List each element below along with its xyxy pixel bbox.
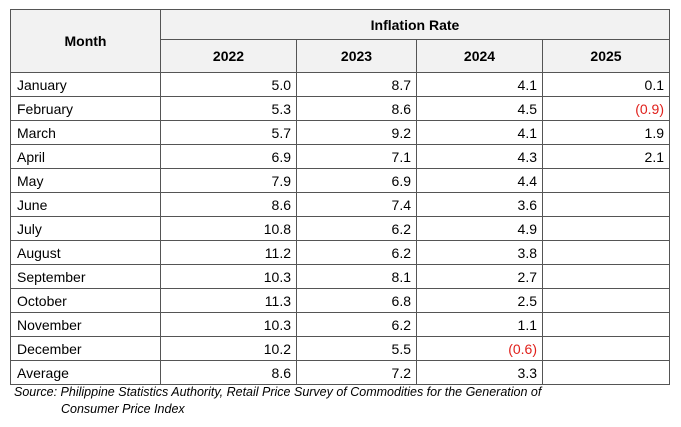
row-label: July — [10, 216, 161, 241]
table-row: November 10.3 6.2 1.1 — [10, 312, 670, 337]
value-cell: 8.6 — [160, 360, 297, 385]
value-cell: 3.6 — [416, 192, 543, 217]
source-line-2: Consumer Price Index — [61, 402, 185, 416]
value-cell: 11.2 — [160, 240, 297, 265]
value-cell — [542, 240, 670, 265]
value-cell: 5.5 — [296, 336, 417, 361]
value-cell: (0.9) — [542, 96, 670, 121]
row-label: August — [10, 240, 161, 265]
value-cell: 6.9 — [296, 168, 417, 193]
value-cell: 4.1 — [416, 120, 543, 145]
value-cell: 8.6 — [296, 96, 417, 121]
value-cell: 7.9 — [160, 168, 297, 193]
value-cell: 11.3 — [160, 288, 297, 313]
table-row: Average 8.6 7.2 3.3 — [10, 360, 670, 385]
value-cell — [542, 312, 670, 337]
value-cell — [542, 288, 670, 313]
table-row: January 5.0 8.7 4.1 0.1 — [10, 72, 670, 97]
table-row: February 5.3 8.6 4.5 (0.9) — [10, 96, 670, 121]
value-cell: 6.8 — [296, 288, 417, 313]
value-cell: 6.2 — [296, 216, 417, 241]
value-cell — [542, 264, 670, 289]
inflation-rate-header: Inflation Rate — [160, 9, 670, 40]
year-header-2023: 2023 — [296, 39, 417, 73]
month-header: Month — [10, 9, 161, 73]
table-body: January 5.0 8.7 4.1 0.1 February 5.3 8.6 4.5 (0.9… — [10, 72, 670, 385]
value-cell — [542, 216, 670, 241]
source-note: Source: Philippine Statistics Authority,… — [14, 384, 541, 418]
row-label: February — [10, 96, 161, 121]
value-cell: 5.3 — [160, 96, 297, 121]
value-cell: 6.2 — [296, 240, 417, 265]
table-row: June 8.6 7.4 3.6 — [10, 192, 670, 217]
source-line-1: Source: Philippine Statistics Authority,… — [14, 385, 542, 399]
year-header-2022: 2022 — [160, 39, 297, 73]
value-cell: 5.7 — [160, 120, 297, 145]
value-cell: 6.9 — [160, 144, 297, 169]
value-cell: 2.7 — [416, 264, 543, 289]
value-cell: 4.4 — [416, 168, 543, 193]
value-cell: 5.0 — [160, 72, 297, 97]
value-cell: 4.3 — [416, 144, 543, 169]
row-label: March — [10, 120, 161, 145]
value-cell: 7.1 — [296, 144, 417, 169]
value-cell: 8.6 — [160, 192, 297, 217]
value-cell: 3.8 — [416, 240, 543, 265]
value-cell — [542, 192, 670, 217]
value-cell: 2.1 — [542, 144, 670, 169]
row-label: April — [10, 144, 161, 169]
value-cell: 6.2 — [296, 312, 417, 337]
value-cell: 1.9 — [542, 120, 670, 145]
value-cell — [542, 360, 670, 385]
row-label: May — [10, 168, 161, 193]
value-cell — [542, 168, 670, 193]
value-cell: 8.7 — [296, 72, 417, 97]
row-label: October — [10, 288, 161, 313]
value-cell: 4.9 — [416, 216, 543, 241]
row-label: June — [10, 192, 161, 217]
value-cell: 3.3 — [416, 360, 543, 385]
value-cell: 2.5 — [416, 288, 543, 313]
value-cell: 10.3 — [160, 312, 297, 337]
row-label: November — [10, 312, 161, 337]
year-header-2025: 2025 — [542, 39, 670, 73]
value-cell: 10.2 — [160, 336, 297, 361]
inflation-table: Month Inflation Rate 2022 2023 2024 2025… — [10, 9, 670, 385]
row-label: December — [10, 336, 161, 361]
value-cell: 7.4 — [296, 192, 417, 217]
table-row: December 10.2 5.5 (0.6) — [10, 336, 670, 361]
value-cell: 7.2 — [296, 360, 417, 385]
row-label: Average — [10, 360, 161, 385]
table-row: May 7.9 6.9 4.4 — [10, 168, 670, 193]
value-cell: 4.5 — [416, 96, 543, 121]
table-row: September 10.3 8.1 2.7 — [10, 264, 670, 289]
table-row: July 10.8 6.2 4.9 — [10, 216, 670, 241]
year-header-2024: 2024 — [416, 39, 543, 73]
row-label: September — [10, 264, 161, 289]
value-cell: 0.1 — [542, 72, 670, 97]
value-cell: 8.1 — [296, 264, 417, 289]
value-cell: 10.3 — [160, 264, 297, 289]
value-cell: 4.1 — [416, 72, 543, 97]
value-cell: 9.2 — [296, 120, 417, 145]
value-cell: 1.1 — [416, 312, 543, 337]
value-cell: 10.8 — [160, 216, 297, 241]
table-row: October 11.3 6.8 2.5 — [10, 288, 670, 313]
table-row: March 5.7 9.2 4.1 1.9 — [10, 120, 670, 145]
value-cell: (0.6) — [416, 336, 543, 361]
row-label: January — [10, 72, 161, 97]
table-row: August 11.2 6.2 3.8 — [10, 240, 670, 265]
table-row: April 6.9 7.1 4.3 2.1 — [10, 144, 670, 169]
value-cell — [542, 336, 670, 361]
